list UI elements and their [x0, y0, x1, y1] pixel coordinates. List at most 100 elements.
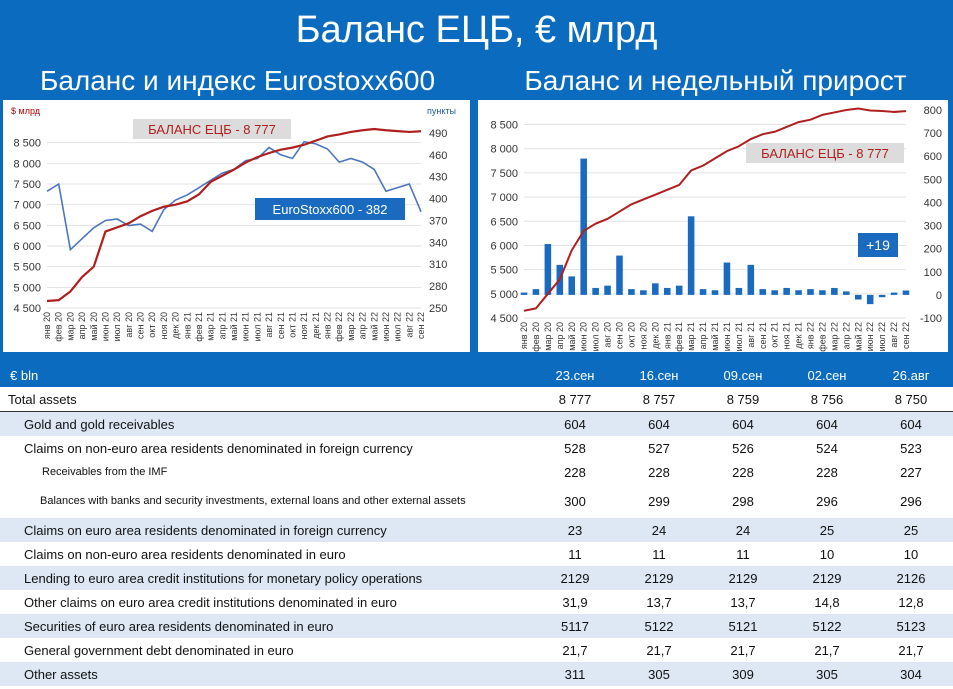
growth-label: +19	[866, 237, 890, 253]
row-value: 24	[701, 518, 785, 542]
table-row: Total assets 8 777 8 757 8 759 8 756 8 750	[0, 387, 953, 412]
row-value: 12,8	[869, 590, 953, 614]
x-tick-label: дек 20	[171, 312, 181, 339]
weekly-growth-bar	[759, 289, 767, 295]
weekly-growth-bar	[604, 285, 611, 295]
x-tick-label: апр 22	[841, 322, 851, 349]
x-tick-label: июл 21	[734, 322, 744, 351]
x-tick-label: июл 22	[393, 312, 403, 341]
row-value: 528	[533, 436, 617, 460]
weekly-growth-bar	[711, 290, 719, 295]
x-tick-label: сен 20	[615, 322, 625, 349]
eurostoxx-series-line	[46, 140, 422, 252]
x-tick-label: сен 21	[276, 312, 286, 339]
x-tick-label: июл 21	[252, 312, 262, 341]
row-label: Gold and gold receivables	[0, 411, 533, 436]
weekly-growth-bar	[592, 287, 599, 295]
weekly-growth-bar	[795, 290, 802, 295]
row-label: General government debt denominated in e…	[0, 638, 533, 662]
table-row: Gold and gold receivables 604 604 604 604 604	[0, 411, 953, 436]
x-tick-label: авг 22	[404, 312, 414, 338]
y-right-tick-label: 430	[429, 172, 447, 184]
x-tick-label: ноя 21	[782, 322, 792, 349]
row-value: 299	[617, 484, 701, 518]
table-row: Other assets 311 305 309 305 304	[0, 662, 953, 686]
row-value: 309	[701, 662, 785, 686]
column-header: 23.сен	[533, 363, 617, 387]
y-right-tick-label: 400	[429, 194, 447, 206]
y-left-tick-label: 7 000	[13, 200, 41, 212]
row-value: 8 757	[617, 387, 701, 412]
row-value: 25	[785, 518, 869, 542]
x-tick-label: авг 22	[889, 322, 899, 348]
row-value: 5122	[785, 614, 869, 638]
row-value: 604	[617, 411, 701, 436]
x-tick-label: авг 21	[746, 322, 756, 348]
left-chart-panel: 4 500 5 000 5 500 6 000 6 500 7 000 7 500 8 000…	[3, 100, 470, 352]
x-tick-label: июн 21	[722, 322, 732, 351]
x-tick-label: янв 22	[323, 312, 333, 339]
y-right-tick-label: 340	[429, 237, 447, 249]
row-value: 8 777	[533, 387, 617, 412]
weekly-growth-bar	[652, 283, 659, 295]
weekly-growth-bar	[544, 244, 552, 295]
y-right-tick-label: -100	[920, 313, 942, 325]
row-value: 13,7	[701, 590, 785, 614]
weekly-growth-bar	[866, 294, 874, 305]
x-tick-label: май 21	[229, 312, 239, 341]
row-value: 11	[617, 542, 701, 566]
x-tick-label: июл 20	[591, 322, 601, 351]
y-right-tick-label: 800	[924, 105, 942, 117]
row-value: 21,7	[617, 638, 701, 662]
x-tick-label: мар 22	[829, 322, 839, 351]
weekly-growth-bar	[640, 290, 647, 295]
row-value: 21,7	[785, 638, 869, 662]
y-right-tick-label: 600	[924, 151, 942, 163]
row-label: Total assets	[0, 387, 533, 412]
row-value: 604	[701, 411, 785, 436]
y-right-tick-label: 500	[924, 174, 942, 186]
balance-table: € bln 23.сен 16.сен 09.сен 02.сен 26.авг Total…	[0, 363, 953, 686]
x-tick-label: фев 22	[817, 322, 827, 352]
x-tick-label: июл 22	[877, 322, 887, 351]
y-right-tick-label: 300	[924, 221, 942, 233]
x-tick-label: июн 20	[100, 312, 110, 341]
x-tick-label: фев 20	[531, 322, 541, 352]
x-tick-label: ноя 21	[299, 312, 309, 339]
x-tick-label: июн 21	[241, 312, 251, 341]
table-row: Securities of euro area residents denomi…	[0, 614, 953, 638]
weekly-growth-bar	[747, 264, 755, 295]
page-title: Баланс ЕЦБ, € млрд	[295, 9, 658, 51]
row-value: 527	[617, 436, 701, 460]
x-tick-label: янв 20	[42, 312, 52, 339]
row-value: 11	[701, 542, 785, 566]
weekly-growth-bar	[628, 289, 635, 295]
row-value: 21,7	[533, 638, 617, 662]
column-header: € bln	[0, 363, 533, 387]
y-left-tick-label: 4 500	[490, 313, 518, 325]
row-value: 2129	[533, 566, 617, 590]
y-right-tick-label: 400	[924, 197, 942, 209]
y-left-tick-label: 6 000	[13, 241, 41, 253]
row-value: 523	[869, 436, 953, 460]
x-tick-label: июн 22	[865, 322, 875, 351]
growth-label-box	[858, 233, 898, 257]
row-value: 5121	[701, 614, 785, 638]
balance-series-line	[523, 107, 907, 312]
table-row: Balances with banks and security investm…	[0, 484, 953, 518]
weekly-growth-bar	[831, 287, 838, 295]
column-header: 16.сен	[617, 363, 701, 387]
x-tick-label: сен 22	[416, 312, 426, 339]
x-tick-label: янв 21	[662, 322, 672, 349]
weekly-growth-bar	[843, 291, 850, 295]
weekly-growth-bar	[890, 292, 898, 295]
y-right-tick-label: 490	[429, 128, 447, 140]
row-value: 228	[617, 460, 701, 484]
y-left-tick-label: 7 500	[13, 179, 41, 191]
row-value: 228	[701, 460, 785, 484]
row-value: 14,8	[785, 590, 869, 614]
row-value: 11	[533, 542, 617, 566]
row-value: 5117	[533, 614, 617, 638]
row-value: 526	[701, 436, 785, 460]
x-tick-label: июн 22	[381, 312, 391, 341]
